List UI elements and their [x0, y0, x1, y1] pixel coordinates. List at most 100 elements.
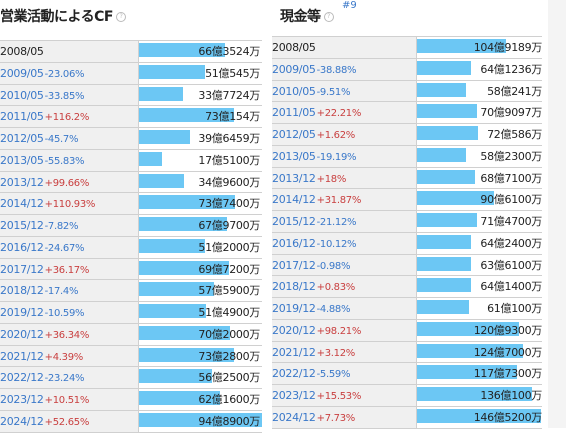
- period-cell: 2011/05+116.2%: [0, 106, 139, 127]
- period-link[interactable]: 2012/05: [272, 128, 316, 141]
- value-bar: [417, 234, 471, 249]
- period-link[interactable]: 2020/12: [0, 327, 44, 341]
- value-bar: [417, 300, 469, 314]
- change-percent: +15.53%: [316, 391, 362, 402]
- table-row: 2017/12-0.98% 63億6100万: [272, 254, 542, 277]
- period-link[interactable]: 2021/12: [272, 345, 316, 359]
- period-link[interactable]: 2013/12: [0, 175, 44, 189]
- cash-title-text: 現金等: [280, 9, 321, 25]
- period-link[interactable]: 2014/12: [0, 197, 44, 211]
- period-link[interactable]: 2024/12: [272, 410, 316, 424]
- value-bar: [139, 260, 229, 275]
- period-link[interactable]: 2013/05: [0, 153, 44, 167]
- change-percent: -7.82%: [44, 221, 79, 232]
- period-cell: 2013/05-19.19%: [272, 145, 417, 167]
- change-percent: +36.17%: [44, 264, 90, 276]
- period-link[interactable]: 2022/12: [0, 371, 44, 385]
- value-text: 71億4700万: [480, 215, 542, 228]
- table-row: 2013/05-19.19% 58億2300万: [272, 145, 542, 168]
- value-bar: [417, 321, 519, 336]
- period-link[interactable]: 2017/12: [272, 258, 316, 272]
- help-icon[interactable]: ?: [323, 12, 334, 22]
- value-text: 73億2800万: [198, 349, 260, 363]
- change-percent: -10.59%: [44, 308, 85, 319]
- table-row: 2018/12+0.83% 64億1400万: [272, 276, 542, 298]
- period-link[interactable]: 2013/05: [272, 149, 316, 163]
- value-bar: [139, 282, 214, 297]
- period-link[interactable]: 2022/12: [272, 367, 316, 381]
- value-text: 117億7300万: [473, 367, 543, 381]
- period-link[interactable]: 2023/12: [0, 393, 44, 406]
- value-bar: [417, 82, 466, 97]
- table-row: 2021/12+4.39% 73億2800万: [0, 345, 262, 368]
- change-percent: +0.83%: [316, 282, 356, 294]
- value-bar: [417, 60, 471, 75]
- rank-link[interactable]: #9: [342, 0, 357, 11]
- value-text: 64億2400万: [480, 236, 542, 250]
- operating-cf-table: 2008/05 66億3524万 2009/05-23.06% 51億545万 2010…: [0, 40, 262, 433]
- page-background-strip: [548, 0, 566, 428]
- table-row: 2023/12+15.53% 136億100万: [272, 385, 542, 407]
- period-link[interactable]: 2011/05: [272, 106, 316, 120]
- value-text: 39億6459万: [198, 132, 260, 145]
- value-text: 56億2500万: [198, 371, 260, 385]
- period-link[interactable]: 2009/05: [0, 66, 44, 80]
- period-link[interactable]: 2023/12: [272, 389, 316, 402]
- table-row: 2016/12-10.12% 64億2400万: [272, 232, 542, 255]
- value-bar: [139, 151, 162, 166]
- period-link[interactable]: 2020/12: [272, 323, 316, 337]
- value-bar: [139, 325, 230, 340]
- table-row: 2015/12-21.12% 71億4700万: [272, 211, 542, 233]
- period-link: 2008/05: [0, 45, 44, 58]
- value-bar: [417, 126, 478, 140]
- period-link[interactable]: 2009/05: [272, 62, 316, 76]
- period-link[interactable]: 2010/05: [272, 84, 316, 98]
- value-text: 33億7724万: [198, 88, 260, 102]
- value-bar: [417, 39, 506, 53]
- period-link[interactable]: 2015/12: [272, 215, 316, 228]
- period-link[interactable]: 2010/05: [0, 88, 44, 102]
- period-cell: 2014/12+110.93%: [0, 193, 139, 214]
- value-text: 120億9300万: [473, 323, 543, 337]
- change-percent: -21.12%: [316, 217, 357, 228]
- period-link[interactable]: 2014/12: [272, 193, 316, 207]
- help-icon[interactable]: ?: [115, 12, 126, 22]
- period-link[interactable]: 2019/12: [0, 306, 44, 319]
- value-bar: [417, 191, 494, 206]
- period-cell: 2013/12+18%: [272, 167, 417, 189]
- period-link[interactable]: 2016/12: [272, 236, 316, 250]
- period-link[interactable]: 2011/05: [0, 110, 44, 124]
- period-link[interactable]: 2016/12: [0, 240, 44, 254]
- table-row: 2011/05+116.2% 73億154万: [0, 106, 262, 128]
- change-percent: +31.87%: [316, 195, 362, 207]
- period-link[interactable]: 2024/12: [0, 414, 44, 428]
- period-link[interactable]: 2018/12: [0, 284, 44, 298]
- table-row: 2017/12+36.17% 69億7200万: [0, 258, 262, 281]
- period-link[interactable]: 2018/12: [272, 280, 316, 294]
- period-cell: 2015/12-21.12%: [272, 211, 417, 232]
- value-text: 64億1236万: [480, 62, 542, 76]
- operating-cf-title-text: 営業活動によるCF: [0, 9, 113, 25]
- period-link[interactable]: 2021/12: [0, 349, 44, 363]
- value-bar: [417, 147, 466, 162]
- change-percent: -9.51%: [316, 86, 351, 98]
- period-cell: 2011/05+22.21%: [272, 102, 417, 123]
- table-row: 2013/12+18% 68億7100万: [272, 167, 542, 190]
- period-link[interactable]: 2015/12: [0, 219, 44, 232]
- value-bar: [417, 213, 477, 227]
- value-bar: [417, 343, 523, 358]
- period-cell: 2014/12+31.87%: [272, 189, 417, 210]
- period-link[interactable]: 2017/12: [0, 262, 44, 276]
- change-percent: +1.62%: [316, 130, 356, 141]
- change-percent: -55.83%: [44, 155, 85, 167]
- value-text: 94億8900万: [198, 414, 260, 428]
- value-text: 64億1400万: [480, 280, 542, 294]
- period-link[interactable]: 2013/12: [272, 171, 316, 185]
- value-bar: [139, 412, 262, 427]
- period-cell: 2016/12-24.67%: [0, 236, 139, 258]
- period-link[interactable]: 2019/12: [272, 302, 316, 315]
- value-text: 146億5200万: [473, 410, 543, 424]
- table-row: 2022/12-23.24% 56億2500万: [0, 367, 262, 389]
- table-row: 2016/12-24.67% 51億2000万: [0, 236, 262, 259]
- period-link[interactable]: 2012/05: [0, 132, 44, 145]
